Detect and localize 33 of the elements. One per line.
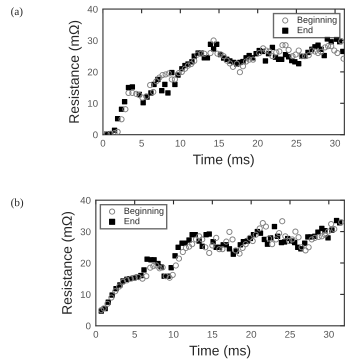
x-tick-label: 5 bbox=[139, 140, 144, 147]
chart-title: (a) bbox=[11, 7, 22, 18]
x-tick-label: 10 bbox=[176, 140, 186, 147]
y-tick-label: 30 bbox=[80, 228, 91, 236]
legend-label: End bbox=[124, 218, 140, 224]
x-tick-label: 25 bbox=[285, 330, 295, 338]
chart-title: (b) bbox=[11, 198, 24, 208]
x-tick-label: 10 bbox=[168, 330, 179, 338]
y-axis-title: Resistance (mΩ) bbox=[62, 212, 75, 314]
y-tick-label: 0 bbox=[86, 322, 91, 330]
legend-label: Beginning bbox=[124, 207, 164, 216]
x-tick-label: 5 bbox=[132, 331, 137, 338]
y-tick-label: 10 bbox=[80, 291, 91, 298]
x-tick-label: 0 bbox=[100, 140, 106, 147]
x-tick-label: 20 bbox=[246, 330, 256, 338]
legend-label: Beginning bbox=[298, 16, 337, 25]
x-axis-title: Time (ms) bbox=[189, 345, 250, 358]
x-tick-label: 30 bbox=[324, 330, 334, 338]
y-axis-title: Resistance (mΩ) bbox=[68, 20, 82, 123]
y-tick-label: 30 bbox=[88, 37, 98, 44]
y-tick-label: 20 bbox=[80, 260, 91, 267]
x-tick-label: 15 bbox=[214, 140, 224, 147]
y-tick-label: 40 bbox=[80, 196, 91, 204]
y-tick-label: 10 bbox=[88, 100, 98, 107]
y-tick-label: 20 bbox=[88, 68, 98, 76]
x-axis-title: Time (ms) bbox=[192, 154, 254, 168]
x-tick-label: 30 bbox=[330, 140, 340, 147]
x-tick-label: 20 bbox=[252, 140, 263, 147]
x-tick-label: 15 bbox=[208, 331, 218, 338]
legend-label: End bbox=[298, 26, 312, 34]
x-tick-label: 25 bbox=[291, 140, 302, 147]
y-tick-label: 0 bbox=[93, 131, 98, 138]
y-tick-label: 40 bbox=[88, 6, 98, 13]
